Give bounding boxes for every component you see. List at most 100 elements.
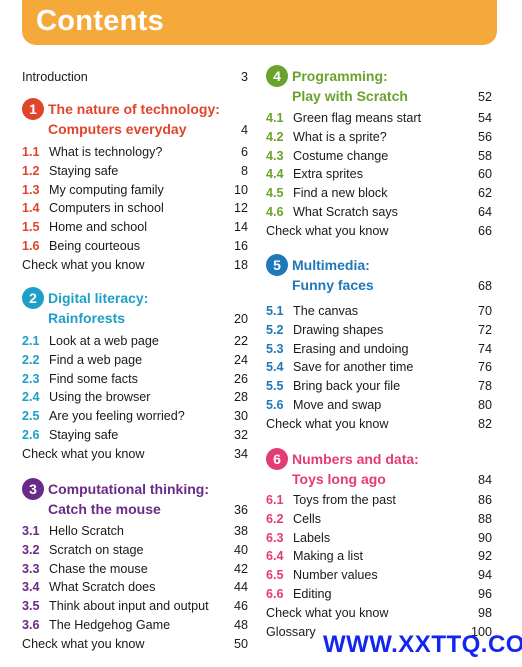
toc-item[interactable]: 6.5 Number values 94 [266, 566, 492, 584]
toc-check-label: Check what you know [266, 223, 389, 238]
toc-check-page: 18 [233, 257, 248, 272]
unit-2-page: 20 [233, 312, 248, 326]
toc-check[interactable]: Check what you know 98 [266, 604, 492, 622]
unit-4-badge: 4 [266, 65, 288, 87]
unit-2-title-line1[interactable]: Digital literacy: [48, 290, 149, 306]
toc-check[interactable]: Check what you know 34 [22, 445, 248, 463]
toc-item-page: 32 [233, 428, 248, 442]
toc-item-page: 94 [477, 568, 492, 583]
toc-item-number: 6.5 [266, 568, 284, 583]
toc-item-label: Staying safe [49, 428, 119, 442]
toc-item[interactable]: 4.5 Find a new block 62 [266, 184, 492, 202]
toc-glossary[interactable]: Glossary 100 [266, 623, 492, 641]
toc-item[interactable]: 4.3 Costume change 58 [266, 147, 492, 165]
toc-item[interactable]: 5.4 Save for another time 76 [266, 358, 492, 376]
toc-item-number: 4.5 [266, 186, 284, 201]
toc-item-number: 2.3 [22, 371, 40, 386]
toc-item-label: Staying safe [49, 163, 119, 178]
toc-item-page: 10 [233, 182, 248, 197]
toc-item-number: 6.1 [266, 493, 284, 507]
toc-item-label: Find a new block [293, 186, 388, 201]
right-column: 4 Programming: Play with Scratch 52 4.1 G… [266, 0, 492, 667]
toc-item[interactable]: 3.5 Think about input and output 46 [22, 597, 248, 615]
toc-item-label: Think about input and output [49, 599, 209, 614]
toc-item[interactable]: 1.4 Computers in school 12 [22, 199, 248, 217]
toc-item-number: 4.6 [266, 205, 284, 219]
toc-item[interactable]: 2.3 Find some facts 26 [22, 370, 248, 388]
toc-check-page: 34 [233, 446, 248, 461]
unit-5-title-line1[interactable]: Multimedia: [292, 257, 370, 273]
toc-item[interactable]: 4.2 What is a sprite? 56 [266, 128, 492, 146]
toc-item-page: 8 [240, 163, 248, 178]
unit-6-title-line1[interactable]: Numbers and data: [292, 451, 419, 467]
toc-item[interactable]: 5.5 Bring back your file 78 [266, 377, 492, 395]
unit-2-title-line2[interactable]: Rainforests [48, 310, 126, 326]
toc-item-number: 4.3 [266, 148, 284, 163]
toc-item[interactable]: 2.6 Staying safe 32 [22, 426, 248, 444]
toc-item-label: Scratch on stage [49, 542, 144, 557]
toc-check-label: Check what you know [22, 636, 145, 651]
toc-item[interactable]: 5.1 The canvas 70 [266, 302, 492, 320]
toc-item[interactable]: 2.2 Find a web page 24 [22, 351, 248, 369]
toc-item[interactable]: 2.4 Using the browser 28 [22, 388, 248, 406]
unit-3-title-line2[interactable]: Catch the mouse [48, 501, 161, 517]
toc-item-number: 4.1 [266, 111, 284, 125]
toc-item[interactable]: 5.6 Move and swap 80 [266, 396, 492, 414]
toc-item[interactable]: 1.1 What is technology? 6 [22, 143, 248, 161]
toc-item[interactable]: 3.4 What Scratch does 44 [22, 578, 248, 596]
toc-item[interactable]: 1.2 Staying safe 8 [22, 162, 248, 180]
toc-check[interactable]: Check what you know 18 [22, 256, 248, 274]
toc-item[interactable]: 5.2 Drawing shapes 72 [266, 321, 492, 339]
unit-5-title-line2[interactable]: Funny faces [292, 277, 374, 293]
toc-item[interactable]: 2.5 Are you feeling worried? 30 [22, 407, 248, 425]
toc-item[interactable]: 5.3 Erasing and undoing 74 [266, 340, 492, 358]
toc-item-number: 1.5 [22, 220, 40, 235]
toc-check[interactable]: Check what you know 82 [266, 415, 492, 433]
unit-1-title-line2[interactable]: Computers everyday [48, 121, 187, 137]
toc-item-number: 3.5 [22, 599, 40, 614]
unit-3-badge: 3 [22, 478, 44, 500]
toc-item-page: 22 [233, 334, 248, 348]
toc-item[interactable]: 3.6 The Hedgehog Game 48 [22, 616, 248, 634]
toc-item-page: 44 [233, 580, 248, 595]
toc-item[interactable]: 3.3 Chase the mouse 42 [22, 560, 248, 578]
toc-item[interactable]: 3.1 Hello Scratch 38 [22, 522, 248, 540]
toc-intro[interactable]: Introduction 3 [22, 68, 248, 86]
toc-item-page: 24 [233, 352, 248, 367]
toc-check[interactable]: Check what you know 66 [266, 222, 492, 240]
toc-item[interactable]: 6.4 Making a list 92 [266, 547, 492, 565]
toc-item-label: Cells [293, 511, 321, 526]
toc-item[interactable]: 4.6 What Scratch says 64 [266, 203, 492, 221]
toc-item[interactable]: 3.2 Scratch on stage 40 [22, 541, 248, 559]
toc-check-page: 66 [477, 223, 492, 238]
toc-item-number: 1.4 [22, 201, 40, 216]
toc-item-number: 5.3 [266, 341, 284, 356]
toc-item[interactable]: 1.3 My computing family 10 [22, 181, 248, 199]
unit-4-title-line1[interactable]: Programming: [292, 68, 388, 84]
toc-item[interactable]: 1.6 Being courteous 16 [22, 237, 248, 255]
unit-2-badge: 2 [22, 287, 44, 309]
unit-3-title-line1[interactable]: Computational thinking: [48, 481, 209, 497]
toc-item[interactable]: 4.1 Green flag means start 54 [266, 109, 492, 127]
toc-item-label: Hello Scratch [49, 524, 124, 538]
toc-item[interactable]: 6.2 Cells 88 [266, 510, 492, 528]
toc-item-page: 64 [477, 205, 492, 219]
toc-item-number: 5.2 [266, 322, 284, 337]
toc-item[interactable]: 6.6 Editing 96 [266, 585, 492, 603]
toc-item[interactable]: 4.4 Extra sprites 60 [266, 165, 492, 183]
toc-item-number: 4.4 [266, 167, 284, 182]
toc-item-number: 5.1 [266, 304, 284, 318]
toc-check[interactable]: Check what you know 50 [22, 635, 248, 653]
toc-item[interactable]: 6.3 Labels 90 [266, 529, 492, 547]
toc-item-page: 72 [477, 322, 492, 337]
unit-6-title-line2[interactable]: Toys long ago [292, 471, 386, 487]
toc-item[interactable]: 2.1 Look at a web page 22 [22, 332, 248, 350]
toc-check-label: Check what you know [266, 605, 389, 620]
toc-item-page: 54 [477, 111, 492, 125]
toc-item[interactable]: 6.1 Toys from the past 86 [266, 491, 492, 509]
unit-4-title-line2[interactable]: Play with Scratch [292, 88, 408, 104]
toc-item[interactable]: 1.5 Home and school 14 [22, 218, 248, 236]
contents-banner: Contents [22, 0, 497, 45]
unit-1-title-line1[interactable]: The nature of technology: [48, 101, 220, 117]
toc-check-page: 98 [477, 605, 492, 620]
